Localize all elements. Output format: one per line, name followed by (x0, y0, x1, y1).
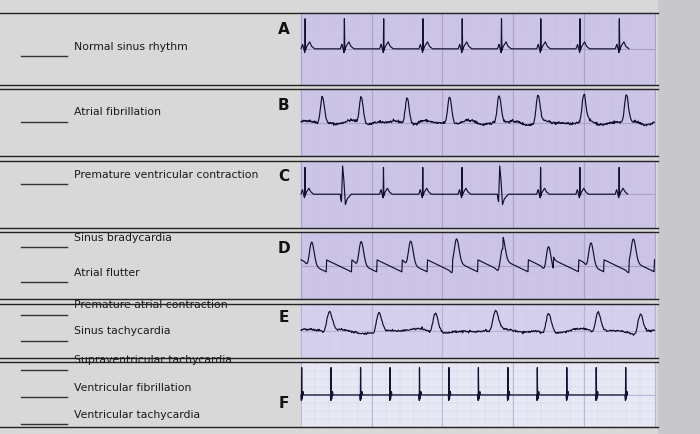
Text: Ventricular fibrillation: Ventricular fibrillation (74, 383, 191, 393)
Bar (658, 0, 700, 434)
Text: E: E (279, 310, 288, 326)
Text: C: C (278, 169, 289, 184)
Bar (301, 161, 654, 228)
Text: Ventricular tachycardia: Ventricular tachycardia (74, 410, 200, 420)
Text: A: A (278, 22, 289, 37)
Text: D: D (277, 241, 290, 256)
Text: Atrial flutter: Atrial flutter (74, 268, 139, 278)
Text: Supraventricular tachycardia: Supraventricular tachycardia (74, 355, 232, 365)
Text: F: F (279, 396, 288, 411)
Text: Sinus bradycardia: Sinus bradycardia (74, 233, 172, 243)
Bar (301, 13, 654, 85)
Text: Normal sinus rhythm: Normal sinus rhythm (74, 42, 188, 52)
Bar (301, 362, 654, 427)
Text: Atrial fibrillation: Atrial fibrillation (74, 107, 160, 117)
Text: B: B (278, 98, 289, 113)
Bar (301, 232, 654, 299)
Text: Sinus tachycardia: Sinus tachycardia (74, 326, 170, 336)
Text: Premature atrial contraction: Premature atrial contraction (74, 300, 227, 310)
Text: Premature ventricular contraction: Premature ventricular contraction (74, 170, 258, 180)
Bar (301, 304, 654, 358)
Bar (301, 89, 654, 156)
